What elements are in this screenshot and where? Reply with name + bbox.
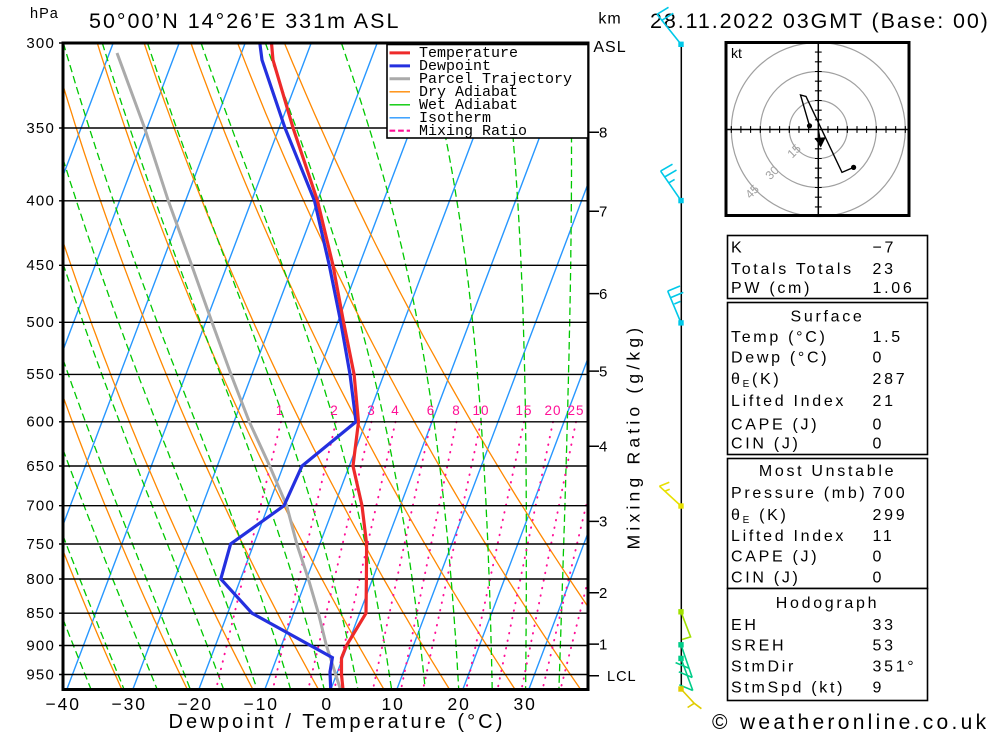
svg-text:53: 53 (873, 638, 896, 655)
svg-text:Parcel Trajectory: Parcel Trajectory (419, 71, 572, 88)
svg-text:8: 8 (599, 124, 607, 141)
svg-text:LCL: LCL (607, 669, 637, 685)
svg-text:Dewpoint: Dewpoint (419, 58, 491, 75)
svg-text:Most Unstable: Most Unstable (759, 463, 896, 480)
svg-text:Temp (°C): Temp (°C) (731, 329, 827, 346)
svg-text:Lifted Index: Lifted Index (731, 393, 846, 410)
svg-text:−30: −30 (111, 694, 147, 714)
svg-text:CAPE (J): CAPE (J) (731, 549, 819, 566)
svg-text:600: 600 (26, 414, 55, 431)
svg-text:700: 700 (873, 485, 908, 502)
svg-text:950: 950 (26, 666, 55, 683)
svg-text:800: 800 (26, 571, 55, 588)
svg-text:287: 287 (873, 371, 908, 388)
svg-text:23: 23 (873, 261, 896, 278)
svg-text:7: 7 (599, 204, 607, 221)
svg-text:0: 0 (321, 694, 333, 714)
svg-text:−7: −7 (873, 240, 897, 257)
svg-text:21: 21 (873, 393, 896, 410)
svg-text:10: 10 (472, 403, 489, 418)
svg-text:θE(K): θE(K) (731, 371, 781, 390)
svg-text:3: 3 (599, 514, 607, 531)
svg-text:PW (cm): PW (cm) (731, 280, 812, 297)
svg-text:15: 15 (515, 403, 532, 418)
svg-text:CAPE (J): CAPE (J) (731, 417, 819, 434)
svg-text:0: 0 (873, 436, 885, 453)
svg-text:Pressure (mb): Pressure (mb) (731, 485, 867, 502)
svg-text:StmSpd (kt): StmSpd (kt) (731, 680, 845, 697)
svg-text:500: 500 (26, 314, 55, 331)
svg-text:Hodograph: Hodograph (776, 595, 879, 612)
svg-text:8: 8 (452, 403, 461, 418)
svg-text:SREH: SREH (731, 638, 786, 655)
svg-text:20: 20 (447, 694, 470, 714)
svg-text:6: 6 (599, 286, 607, 303)
svg-text:1: 1 (599, 636, 607, 653)
svg-text:299: 299 (873, 507, 908, 524)
svg-text:−40: −40 (45, 694, 81, 714)
svg-text:ASL: ASL (593, 39, 626, 56)
svg-text:450: 450 (26, 257, 55, 274)
svg-text:EH: EH (731, 617, 759, 634)
svg-text:kt: kt (731, 45, 742, 61)
svg-text:6: 6 (427, 403, 436, 418)
svg-text:Totals Totals: Totals Totals (731, 261, 854, 278)
svg-text:θE (K): θE (K) (731, 507, 789, 526)
svg-text:9: 9 (873, 680, 885, 697)
svg-text:20: 20 (544, 403, 561, 418)
svg-text:© weatheronline.co.uk: © weatheronline.co.uk (712, 711, 989, 733)
svg-text:10: 10 (381, 694, 404, 714)
svg-text:1: 1 (276, 403, 285, 418)
svg-text:Dewpoint / Temperature (°C): Dewpoint / Temperature (°C) (169, 711, 506, 733)
svg-text:351°: 351° (873, 659, 917, 676)
svg-text:28.11.2022 03GMT (Base: 00): 28.11.2022 03GMT (Base: 00) (650, 9, 990, 33)
svg-text:CIN (J): CIN (J) (731, 436, 801, 453)
svg-text:2: 2 (599, 585, 607, 602)
svg-text:700: 700 (26, 498, 55, 515)
svg-text:Surface: Surface (790, 309, 864, 326)
svg-text:33: 33 (873, 617, 896, 634)
svg-text:Dry Adiabat: Dry Adiabat (419, 84, 518, 101)
svg-text:Mixing Ratio (g/kg): Mixing Ratio (g/kg) (624, 324, 644, 550)
svg-text:30: 30 (513, 694, 536, 714)
svg-text:1.06: 1.06 (873, 280, 915, 297)
svg-text:300: 300 (26, 35, 55, 52)
svg-text:5: 5 (599, 363, 607, 380)
svg-text:900: 900 (26, 637, 55, 654)
svg-text:1.5: 1.5 (873, 329, 903, 346)
svg-text:Lifted Index: Lifted Index (731, 528, 846, 545)
svg-text:K: K (731, 240, 744, 257)
svg-text:CIN (J): CIN (J) (731, 570, 801, 587)
svg-text:400: 400 (26, 193, 55, 210)
svg-text:0: 0 (873, 549, 885, 566)
svg-text:11: 11 (873, 528, 895, 545)
svg-text:350: 350 (26, 120, 55, 137)
svg-text:Mixing Ratio: Mixing Ratio (419, 123, 527, 140)
svg-text:hPa: hPa (30, 6, 59, 22)
svg-text:StmDir: StmDir (731, 659, 796, 676)
svg-text:50°00’N 14°26’E 331m ASL: 50°00’N 14°26’E 331m ASL (89, 9, 400, 33)
svg-text:25: 25 (567, 403, 584, 418)
svg-text:4: 4 (599, 439, 607, 456)
svg-text:650: 650 (26, 458, 55, 475)
svg-text:0: 0 (873, 570, 885, 587)
svg-text:Wet Adiabat: Wet Adiabat (419, 97, 518, 114)
svg-text:0: 0 (873, 350, 885, 367)
svg-text:3: 3 (367, 403, 376, 418)
svg-text:4: 4 (391, 403, 400, 418)
svg-text:km: km (598, 11, 621, 28)
svg-text:Dewp (°C): Dewp (°C) (731, 350, 829, 367)
svg-text:−10: −10 (243, 694, 279, 714)
svg-text:2: 2 (330, 403, 339, 418)
svg-text:850: 850 (26, 605, 55, 622)
svg-text:550: 550 (26, 366, 55, 383)
svg-text:Isotherm: Isotherm (419, 110, 491, 127)
svg-text:750: 750 (26, 536, 55, 553)
svg-text:0: 0 (873, 417, 885, 434)
svg-text:Temperature: Temperature (419, 45, 518, 62)
svg-text:−20: −20 (177, 694, 213, 714)
